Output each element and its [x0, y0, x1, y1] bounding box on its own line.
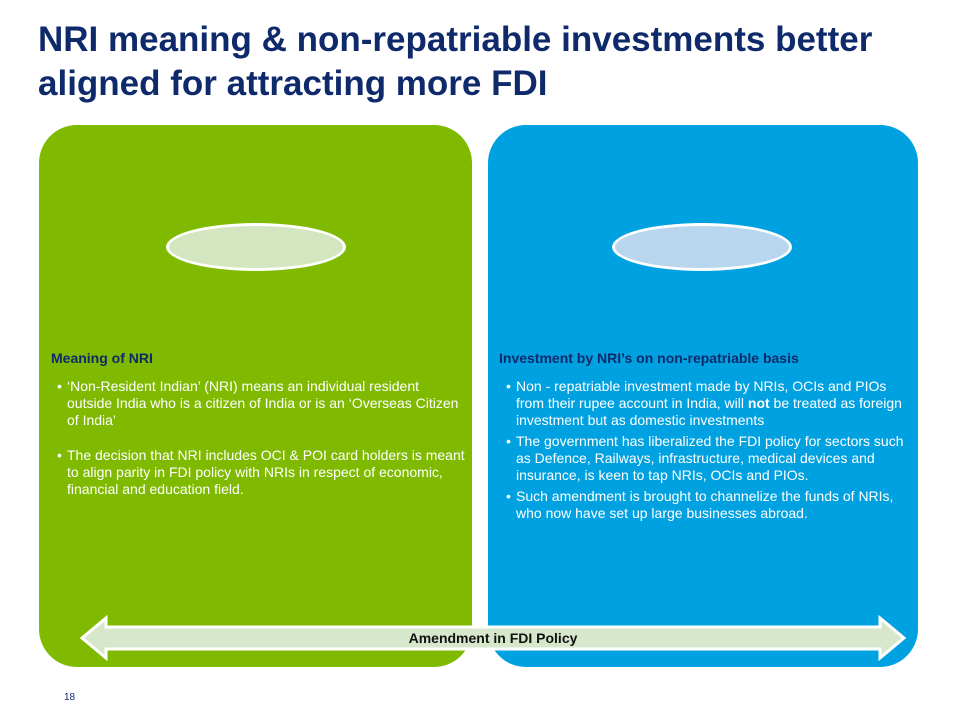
- bullet-item: The government has liberalized the FDI p…: [506, 433, 916, 484]
- non-repatriable-heading: Investment by NRI’s on non-repatriable b…: [499, 350, 799, 366]
- bullet-item: ‘Non-Resident Indian’ (NRI) means an ind…: [57, 378, 467, 429]
- bullet-item: The decision that NRI includes OCI & POI…: [57, 447, 467, 498]
- nri-meaning-panel: Meaning of NRI ‘Non-Resident Indian’ (NR…: [39, 125, 472, 667]
- nri-meaning-bullets: ‘Non-Resident Indian’ (NRI) means an ind…: [57, 378, 467, 498]
- arrow-label: Amendment in FDI Policy: [408, 630, 578, 646]
- non-repatriable-panel: Investment by NRI’s on non-repatriable b…: [488, 125, 918, 667]
- double-arrow-icon: [80, 615, 906, 661]
- bullet-text: be treated as foreign investment but as …: [516, 395, 902, 428]
- double-arrow-shape: [80, 615, 906, 661]
- page-number: 18: [64, 692, 76, 703]
- panel-oval-shape: [612, 223, 792, 271]
- bullet-item: Such amendment is brought to channelize …: [506, 488, 916, 522]
- slide-title: NRI meaning & non-repatriable investment…: [38, 20, 873, 103]
- bullet-text: Non - repatriable investment made by NRI…: [516, 378, 887, 411]
- bullet-item: Non - repatriable investment made by NRI…: [506, 378, 916, 429]
- bullet-emphasis: not: [747, 395, 770, 411]
- non-repatriable-bullets: Non - repatriable investment made by NRI…: [506, 378, 916, 522]
- panel-oval-shape: [166, 223, 346, 271]
- nri-meaning-heading: Meaning of NRI: [51, 350, 153, 366]
